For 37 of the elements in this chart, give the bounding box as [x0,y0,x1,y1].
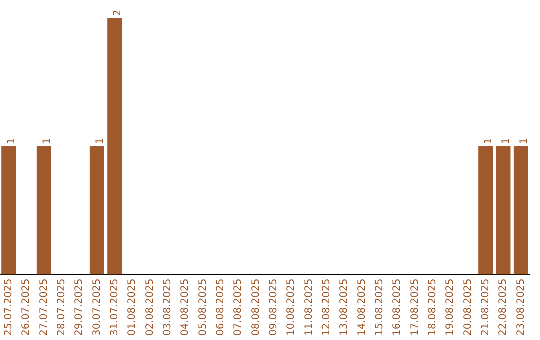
data-label: 2 [112,10,124,16]
x-tick-label: 22.08.2025 [498,278,510,336]
x-tick-label: 04.08.2025 [180,278,192,336]
x-tick-label: 14.08.2025 [356,278,368,336]
x-tick-label: 25.07.2025 [3,278,14,336]
x-tick-label: 21.08.2025 [480,278,492,336]
x-tick-label: 11.08.2025 [304,278,315,336]
x-tick-label: 31.07.2025 [109,278,120,336]
x-tick-label: 06.08.2025 [215,278,226,336]
data-label: 1 [94,138,106,144]
x-tick-label: 23.08.2025 [516,278,527,336]
x-tick-label: 09.08.2025 [268,278,280,336]
x-tick-label: 12.08.2025 [321,278,332,336]
x-tick-label: 03.08.2025 [162,278,174,336]
x-tick-label: 05.08.2025 [198,278,209,336]
x-tick-label: 08.08.2025 [250,278,262,336]
x-tick-label: 02.08.2025 [144,278,156,336]
x-tick-label: 01.08.2025 [127,278,138,336]
x-tick-label: 17.08.2025 [410,278,421,336]
x-tick-label: 18.08.2025 [427,278,438,336]
x-tick-label: 26.07.2025 [21,278,32,336]
x-tick-label: 16.08.2025 [392,278,404,336]
x-tick-label: 29.07.2025 [74,278,86,336]
x-tick-label: 07.08.2025 [233,278,244,336]
data-label: 1 [483,138,494,144]
x-tick-label: 19.08.2025 [445,278,456,336]
x-tick-label: 20.08.2025 [462,278,474,336]
x-tick-label: 15.08.2025 [374,278,386,336]
data-label: 1 [518,138,530,144]
data-label: 1 [42,138,53,144]
data-label: 1 [6,138,18,144]
x-tick-label: 28.07.2025 [56,278,68,336]
x-tick-label: 30.07.2025 [92,278,103,336]
x-tick-label: 13.08.2025 [339,278,350,336]
x-tick-label: 27.07.2025 [38,278,50,336]
data-label: 1 [501,138,512,144]
x-tick-label: 10.08.2025 [286,278,298,336]
